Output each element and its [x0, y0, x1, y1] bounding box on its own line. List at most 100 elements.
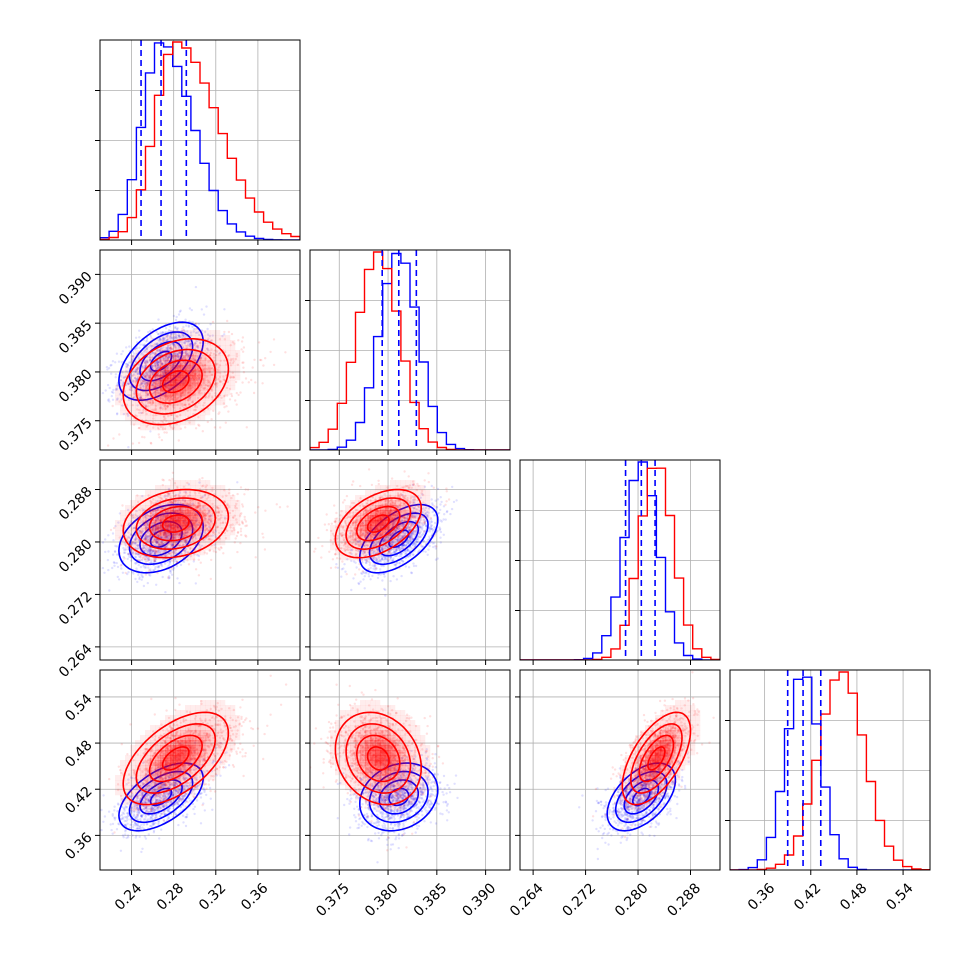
density-cell [220, 370, 226, 376]
scatter-point [164, 532, 167, 535]
density-cell [205, 355, 211, 361]
density-cell [170, 345, 176, 351]
scatter-point [195, 352, 198, 355]
scatter-point [165, 394, 168, 398]
scatter-point [151, 328, 154, 331]
scatter-point [227, 355, 230, 358]
scatter-point [162, 549, 165, 553]
scatter-point [150, 442, 153, 445]
density-cell [130, 405, 136, 411]
scatter-point [144, 536, 147, 540]
density-cell [220, 335, 226, 341]
density-cell [115, 525, 121, 531]
scatter-point [142, 409, 145, 412]
density-cell [175, 330, 181, 336]
scatter-point [129, 388, 132, 391]
scatter-point [202, 382, 205, 385]
scatter-point [160, 347, 163, 350]
scatter-point [94, 386, 96, 388]
scatter-point [187, 354, 190, 357]
scatter-point [151, 420, 154, 424]
scatter-point [203, 363, 207, 367]
scatter-point [160, 362, 164, 366]
density-cell [230, 380, 236, 386]
scatter-point [184, 362, 187, 365]
scatter-point [181, 404, 184, 408]
scatter-point [144, 573, 148, 576]
scatter-point [159, 381, 163, 384]
scatter-point [164, 368, 167, 372]
density-cell [165, 485, 171, 491]
scatter-point [206, 342, 209, 345]
scatter-point [194, 331, 198, 334]
scatter-point [147, 374, 150, 378]
scatter-point [156, 361, 160, 364]
scatter-point [185, 346, 189, 350]
scatter-point [140, 381, 143, 384]
scatter-point [254, 556, 257, 559]
scatter-point [175, 423, 178, 426]
density-cell [150, 550, 156, 556]
scatter-point [185, 508, 189, 511]
scatter-point [139, 386, 142, 390]
scatter-point [157, 566, 160, 569]
density-cell [190, 330, 196, 336]
scatter-point [199, 507, 202, 511]
scatter-point [143, 372, 146, 376]
scatter-point [239, 391, 242, 394]
scatter-point [185, 353, 188, 357]
scatter-point [162, 533, 165, 536]
scatter-point [223, 394, 227, 397]
scatter-point [185, 547, 188, 551]
density-cell [210, 405, 216, 411]
scatter-point [173, 356, 176, 359]
scatter-point [111, 404, 114, 408]
scatter-point [170, 336, 174, 339]
density-cell [170, 535, 176, 541]
scatter-point [152, 387, 155, 390]
scatter-point [155, 367, 159, 371]
density-cell [150, 385, 156, 391]
scatter-point [188, 362, 192, 365]
density-cell [190, 375, 196, 381]
scatter-point [153, 364, 157, 367]
scatter-point [147, 345, 150, 349]
scatter-point [134, 577, 137, 581]
density-cell [130, 540, 136, 546]
density-cell [150, 400, 156, 406]
scatter-point [181, 539, 184, 542]
density-cell [140, 520, 146, 526]
scatter-point [136, 547, 140, 550]
scatter-point [196, 374, 200, 378]
scatter-point [163, 337, 166, 340]
scatter-point [106, 558, 110, 562]
scatter-point [187, 399, 190, 402]
scatter-point [163, 366, 166, 370]
density-cell [125, 505, 131, 511]
scatter-point [164, 357, 167, 360]
scatter-point [146, 557, 149, 561]
scatter-point [156, 363, 159, 366]
scatter-point [193, 408, 196, 412]
scatter-point [171, 338, 174, 341]
scatter-point [111, 532, 115, 535]
scatter-point [157, 332, 160, 336]
scatter-point [194, 427, 198, 430]
scatter-point [174, 395, 177, 399]
scatter-point [135, 415, 138, 418]
scatter-point [211, 534, 214, 537]
scatter-point [137, 553, 140, 556]
scatter-point [142, 358, 146, 361]
scatter-point [178, 533, 181, 536]
scatter-point [166, 348, 170, 352]
scatter-point [128, 555, 131, 558]
scatter-point [208, 381, 211, 384]
scatter-point [140, 397, 143, 400]
density-cell [215, 335, 221, 341]
density-cell [125, 395, 131, 401]
density-cell [140, 525, 146, 531]
scatter-point [225, 386, 229, 390]
scatter-point [151, 384, 154, 387]
scatter-point [167, 487, 171, 491]
scatter-point [201, 495, 204, 499]
